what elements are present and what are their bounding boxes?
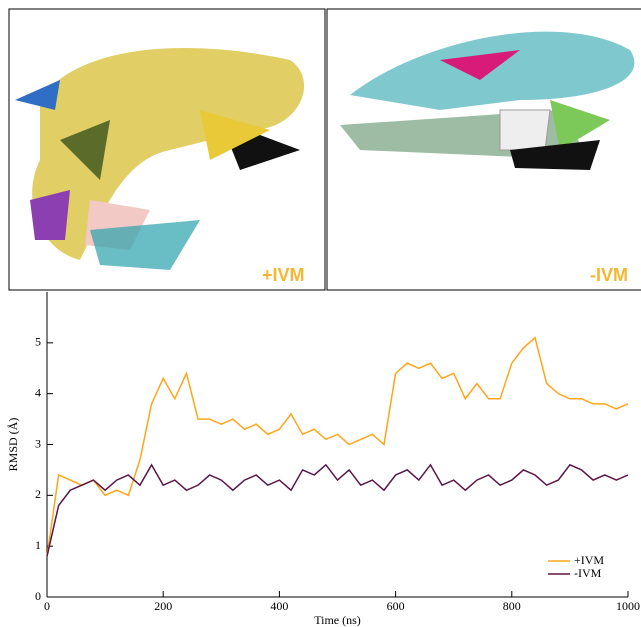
protein — [510, 140, 600, 170]
x-tick-label: 600 — [387, 599, 405, 613]
y-tick-label: 5 — [35, 335, 41, 349]
data-line — [46, 463, 629, 557]
protein — [90, 220, 200, 270]
y-axis-label: RMSD (Å) — [6, 418, 20, 472]
panel-minus: -IVM — [326, 8, 641, 291]
protein — [30, 190, 70, 240]
protein — [15, 80, 60, 110]
protein — [60, 120, 110, 180]
x-tick-label: 800 — [503, 599, 521, 613]
y-tick-label: 4 — [35, 385, 41, 399]
y-tick-label: 0 — [35, 589, 41, 603]
panel-label: +IVM — [262, 265, 305, 285]
x-axis-label: Time (ns) — [314, 613, 361, 627]
protein — [499, 109, 551, 151]
x-tick-label: 1000 — [616, 599, 640, 613]
legend-label: -IVM — [574, 566, 602, 580]
x-tick-label: 0 — [44, 599, 50, 613]
protein — [200, 110, 270, 160]
protein — [440, 50, 520, 80]
x-tick-label: 400 — [270, 599, 288, 613]
protein — [550, 100, 610, 150]
y-tick-label: 2 — [35, 487, 41, 501]
panel-label: -IVM — [590, 265, 628, 285]
y-tick-label: 3 — [35, 436, 41, 450]
x-tick-label: 200 — [154, 599, 172, 613]
legend-label: +IVM — [574, 553, 604, 567]
panel-plus: +IVM — [8, 8, 326, 291]
y-tick-label: 1 — [35, 538, 41, 552]
data-line — [46, 336, 629, 557]
